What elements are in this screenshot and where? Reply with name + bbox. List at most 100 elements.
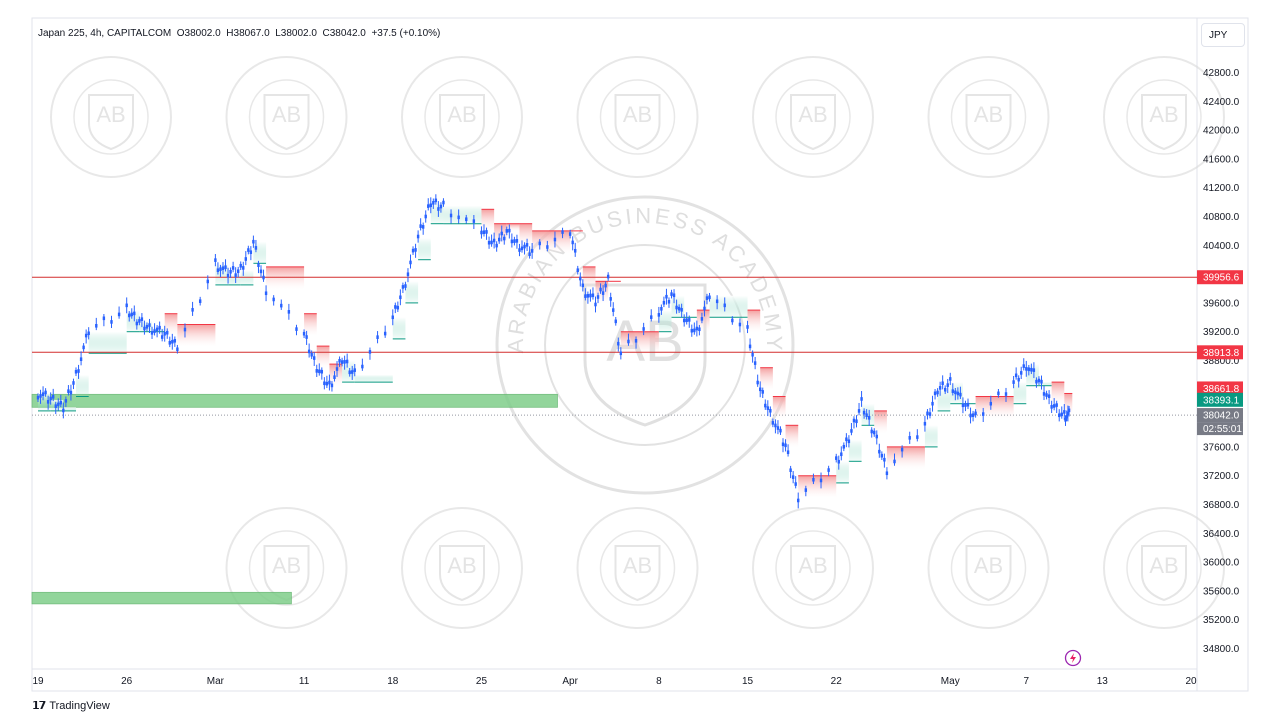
symbol-legend[interactable]: Japan 225, 4h, CAPITALCOM O38002.0 H3806…	[38, 28, 440, 39]
time-tick-label: 15	[742, 676, 754, 687]
cloud-up-segment	[924, 425, 938, 447]
cloud-up-segment	[671, 295, 685, 318]
indicator-cloud	[38, 202, 1073, 498]
price-bar-body	[1042, 392, 1046, 396]
cloud-up-segment	[50, 400, 64, 411]
watermark-ring	[50, 56, 172, 178]
price-bar-body	[340, 360, 344, 364]
price-bar-body	[287, 310, 291, 314]
price-bar-body	[530, 249, 534, 253]
watermark-inner-ring	[248, 530, 325, 606]
price-bar-body	[198, 299, 202, 303]
price-bar-body	[685, 318, 688, 322]
cloud-up-segment	[937, 389, 951, 411]
price-bar-body	[731, 318, 734, 323]
price-bar-body	[419, 224, 422, 228]
price-bar-body	[401, 285, 405, 289]
time-axis[interactable]: 19 26 Mar 11 18 25 Apr 8 15 22 May 7 13 20	[32, 676, 1197, 687]
currency-button[interactable]: JPY	[1201, 23, 1245, 47]
price-tick-label: 42800.0	[1203, 68, 1240, 79]
price-axis[interactable]: 34800.0 35200.0 35600.0 36000.0 36400.0 36800…	[1203, 68, 1240, 655]
watermark-ring	[927, 56, 1050, 178]
price-bar-body	[586, 294, 590, 298]
price-bar-body	[723, 303, 726, 308]
watermark-badge: AB	[225, 56, 348, 178]
price-bar-body	[409, 260, 412, 265]
price-bar-body	[715, 299, 719, 304]
price-bar-body	[485, 230, 488, 234]
price-bar-body	[700, 317, 704, 321]
watermark-inner-ring	[599, 530, 676, 606]
price-bar-body	[353, 368, 356, 372]
watermark-inner-ring	[775, 530, 851, 606]
price-bar-body	[665, 294, 668, 299]
price-bar-body	[672, 293, 676, 298]
price-bar-body	[776, 426, 780, 430]
price-tick-label: 37200.0	[1203, 471, 1240, 482]
watermark-ring	[927, 507, 1050, 629]
price-bar-body	[596, 295, 600, 299]
shield-icon	[439, 545, 485, 602]
cloud-down-segment	[975, 396, 1014, 419]
watermark-ring	[1103, 507, 1225, 629]
time-tick-label: 20	[1185, 676, 1197, 687]
lightning-icon[interactable]	[1064, 649, 1082, 667]
price-bar-body	[510, 239, 514, 244]
shield-icon	[439, 94, 485, 151]
price-bar-body	[781, 442, 785, 447]
price-bar-body	[125, 303, 128, 308]
cloud-down-segment	[164, 313, 178, 336]
price-bar-body	[1037, 378, 1041, 383]
price-bar-body	[219, 267, 222, 272]
price-bar-body	[72, 381, 75, 385]
price-bar-body	[576, 268, 579, 273]
price-bar-body	[959, 392, 962, 397]
price-bar-body	[1052, 404, 1056, 408]
watermark-ring	[1103, 56, 1225, 178]
cloud-down-segment	[494, 223, 507, 246]
price-bar-body	[698, 327, 701, 332]
cloud-up-segment	[139, 320, 153, 332]
cloud-down-segment	[772, 396, 786, 419]
price-bar-body	[313, 356, 316, 360]
price-bar-body	[406, 272, 410, 277]
price-bar-body	[252, 239, 255, 244]
price-bar-body	[254, 246, 258, 250]
price-bar-body	[804, 488, 808, 492]
price-bar-body	[574, 248, 577, 253]
price-bar-body	[330, 383, 334, 388]
price-bar-body	[87, 331, 90, 336]
price-bar-body	[961, 403, 965, 408]
shield-icon	[1141, 94, 1187, 151]
price-label-text: 38042.0	[1203, 411, 1240, 422]
watermark-inner-ring	[424, 79, 500, 155]
price-bar-body	[949, 377, 952, 381]
cloud-up-segment	[1013, 382, 1027, 404]
price-bar-body	[150, 331, 154, 335]
price-bar-body	[604, 283, 607, 288]
price-bar-body	[110, 320, 113, 324]
price-bar-body	[216, 268, 220, 273]
watermark-inner-ring	[1126, 530, 1202, 606]
cloud-down-segment	[874, 410, 887, 433]
price-bar-body	[982, 412, 985, 416]
cloud-up-segment	[709, 295, 748, 318]
price-bar-body	[49, 396, 52, 401]
close-value: C38042.0	[322, 28, 366, 39]
price-bar-body	[847, 439, 851, 444]
price-bar-body	[432, 201, 435, 205]
zones-layer	[31, 393, 558, 605]
price-bar-body	[974, 411, 977, 416]
cloud-down-segment	[481, 209, 495, 231]
watermark-badge: AB	[1103, 56, 1225, 178]
price-bar-body	[160, 335, 164, 339]
price-bar-body	[487, 240, 491, 245]
tradingview-brand[interactable]: 𝟭𝟳 TradingView	[32, 699, 110, 713]
price-bar-body	[434, 198, 438, 203]
price-bar-body	[242, 266, 245, 270]
price-bar-body	[394, 305, 397, 309]
price-bar-body	[931, 401, 934, 406]
price-bar-body	[320, 369, 324, 374]
